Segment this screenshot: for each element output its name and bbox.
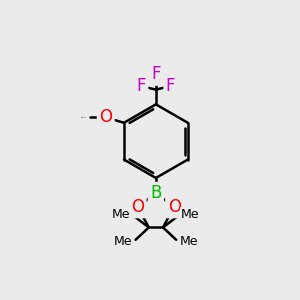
Text: B: B (150, 184, 162, 202)
Text: Me: Me (181, 208, 200, 221)
Text: F: F (166, 77, 175, 95)
Text: Me: Me (180, 235, 198, 248)
Text: Me: Me (112, 208, 130, 221)
Text: O: O (99, 109, 112, 127)
Text: F: F (136, 77, 146, 95)
Text: F: F (151, 65, 160, 83)
Text: O: O (168, 198, 181, 216)
Text: methoxy: methoxy (81, 117, 87, 118)
Text: O: O (131, 198, 144, 216)
Text: Me: Me (113, 235, 132, 248)
